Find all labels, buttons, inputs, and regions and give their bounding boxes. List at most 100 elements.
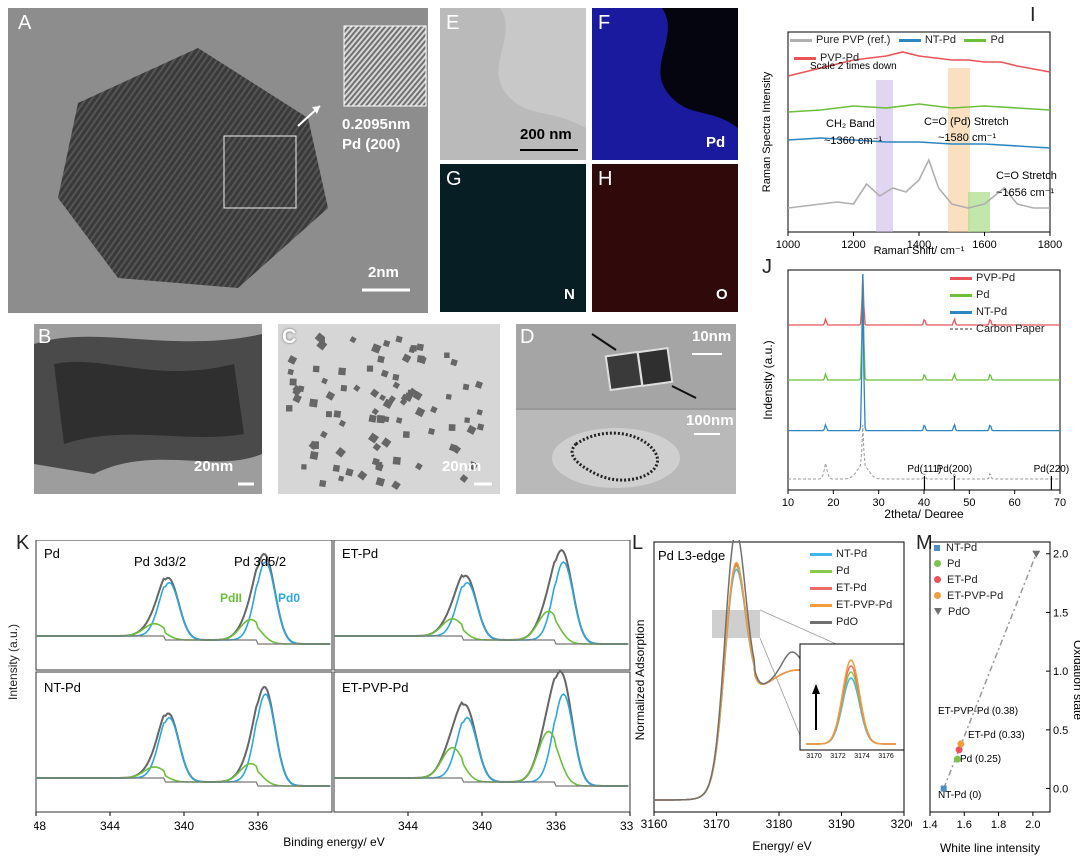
nanocube [338,419,347,428]
oxidation-ytick-label: 1.0 [1053,666,1068,678]
raman-series-nt-pd [787,137,1051,149]
nanocube [450,358,458,367]
nanocube [414,406,426,418]
nanocube [332,464,341,472]
inset-fft [343,25,427,107]
oxidation-legend: NT-Pd Pd ET-Pd ET-PVP-Pd PdO [934,540,1003,620]
nanocube [395,417,403,424]
legend-m-pdo: PdO [934,604,1003,620]
legend-l-pdo: PdO [810,614,892,631]
raman-tick-label: 1000 [776,239,800,251]
raman-xlabel: Raman Shift/ cm⁻¹ [874,245,965,254]
xps-frame-et-pd [333,540,631,671]
xps-ann-pdii: PdII [220,591,242,605]
panel-a-graphic [8,8,428,313]
legend-pure-pvp: Pure PVP (ref.) [790,34,890,46]
xps-tick-label: 340 [472,819,492,833]
nanocube [462,383,470,391]
xrd-tick-label: 40 [918,497,930,509]
nanocube [292,384,301,394]
nanocube [416,343,424,351]
raman-legend: Pure PVP (ref.) NT-Pd Pd PVP-Pd [790,30,1070,66]
xps-frame-pd [35,540,333,671]
point-label-et-pd: ET-Pd (0.33) [968,730,1025,741]
panel-e-graphic [440,8,586,160]
element-text-g: N [564,286,575,303]
panel-d-tem-image: D 10nm 100nm [516,324,736,494]
nanocube [287,355,298,365]
scale-text-c: 20nm [442,458,482,475]
lattice-plane-text: Pd (200) [342,136,401,153]
inset-arrow-head [812,684,820,694]
xps-tick-label: 336 [546,819,566,833]
xrd-tick-label: 60 [1009,497,1021,509]
nanocube [430,405,438,414]
nanocube [376,415,385,424]
legend-m-pd: Pd [934,556,1003,572]
panel-g-n-map: G N [440,164,586,312]
nanocube [372,442,382,452]
panel-f-graphic [592,8,738,160]
xps-sub-et-pd: ET-Pd [342,546,378,561]
legend-j-nt-pd: NT-Pd [950,304,1045,321]
nanocube [445,393,452,400]
nanocube [375,461,383,469]
panel-f-label: F [598,12,611,34]
oxidation-xtick-label: 2.0 [1025,819,1040,831]
nanocube [367,432,379,444]
legend-l-et-pd: ET-Pd [810,580,892,597]
panel-d-label: D [520,326,535,348]
nanocube [414,462,423,471]
raman-series-pd [787,103,1051,113]
panel-e-sem-image: E 200 nm [440,8,586,160]
nanocube [379,394,386,402]
xps-background [36,777,331,787]
legend-j-pd: Pd [950,287,1045,304]
xrd-legend: PVP-Pd Pd NT-Pd Carbon Paper [950,270,1045,338]
nanocube [319,430,328,439]
xps-tick-label: 332 [620,819,634,833]
xps-pd0-fit [36,692,331,787]
nanocube [476,423,485,431]
xanes-inset-tick-label: 3176 [878,753,894,760]
panel-a-hrtem-image: A 0.2095nm Pd (200) 2nm [8,8,428,313]
xps-tick-label: 348 [34,819,46,833]
element-text-h: O [716,286,728,303]
panel-b-tem-image: B 20nm [34,324,262,494]
point-et-pd [955,746,963,754]
panel-b-label: B [38,326,52,348]
oxidation-ytick-label: 0.0 [1053,784,1068,796]
xps-pd0-fit [334,692,629,787]
ann-co-stretch-wavenumber: ~1656 cm⁻¹ [996,187,1054,199]
xanes-zoom-region [712,610,760,638]
legend-j-pvp-pd: PVP-Pd [950,270,1045,287]
xps-sub-pd: Pd [44,546,60,561]
point-label-et-pvp-pd: ET-PVP-Pd (0.38) [938,706,1018,717]
xanes-tick-label: 3160 [641,817,668,831]
panel-a-label: A [18,12,32,34]
element-text-f: Pd [706,134,726,151]
xps-ann-3d32: Pd 3d3/2 [134,554,186,569]
xps-background [334,777,629,787]
nanocube [459,474,469,483]
nanocube [392,381,401,390]
panel-d-graphic [516,324,736,494]
scale-text-e: 200 nm [520,126,572,143]
zoom-line-bottom [759,637,805,746]
xanes-tick-label: 3180 [766,817,793,831]
xrd-ylabel: Indensity (a.u.) [761,340,775,419]
xps-ann-pd0: Pd0 [278,591,300,605]
xanes-title: Pd L3-edge [658,548,725,563]
legend-nt-pd: NT-Pd [898,34,956,46]
nanocube [289,378,297,386]
panel-c-graphic [278,324,500,494]
nanocube [325,391,336,401]
legend-l-nt-pd: NT-Pd [810,546,892,563]
nanocube [381,437,392,448]
nanocube [369,388,380,398]
xanes-chart: 3170 3172 3174 3176 3160 3170 3180 3190 3200 Pd… [633,540,912,853]
legend-m-nt-pd: NT-Pd [934,540,1003,556]
nanocube [325,411,332,418]
raman-ylabel: Raman Spectra Intensity [761,71,773,192]
oxidation-ytick-label: 1.5 [1053,607,1068,619]
